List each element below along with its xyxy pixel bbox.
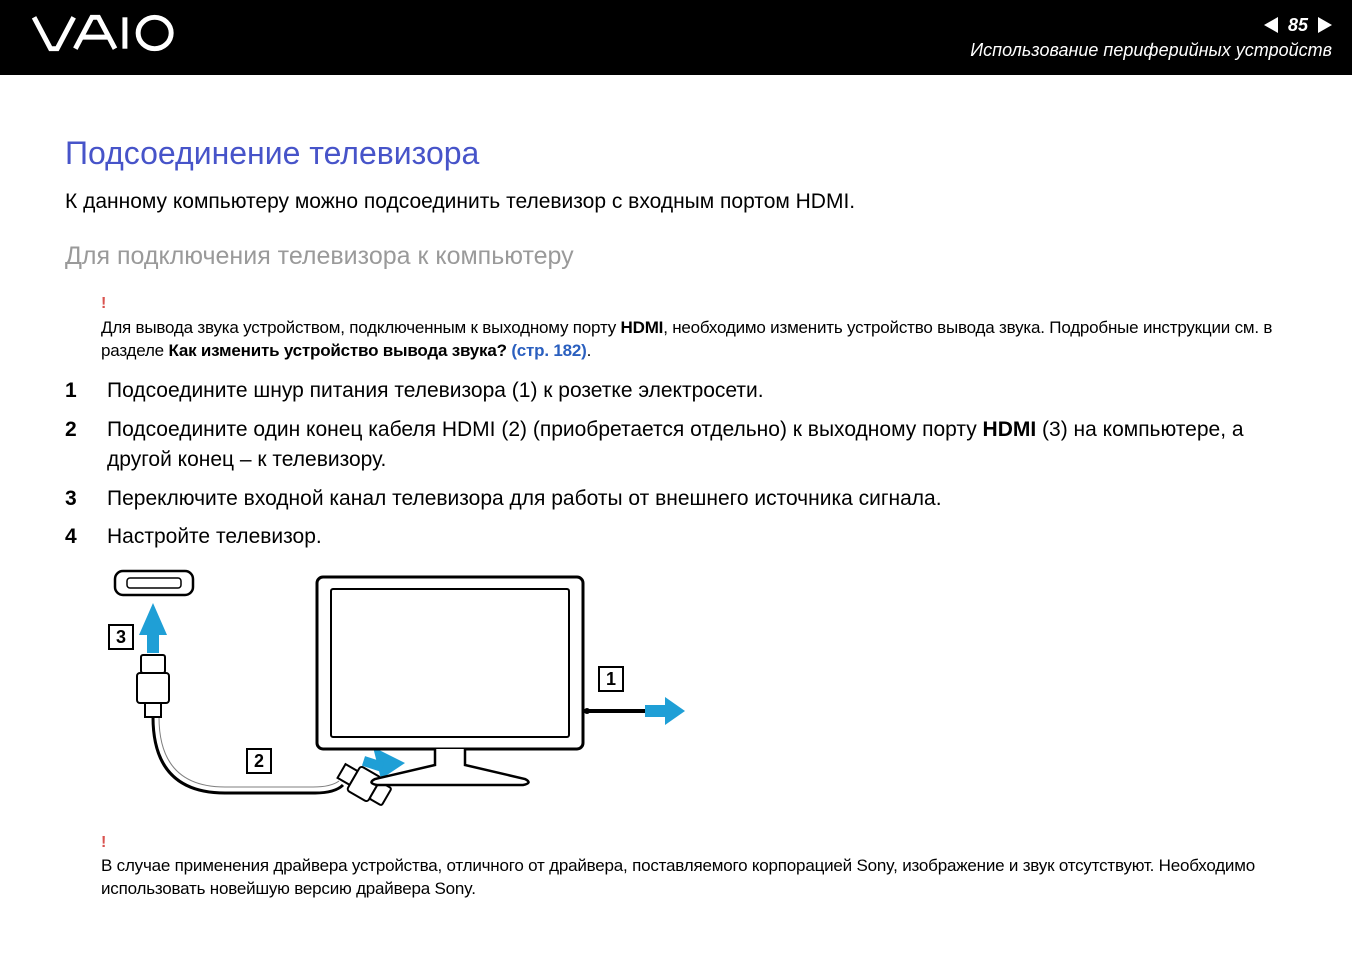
step-1: 1Подсоедините шнур питания телевизора (1…	[65, 376, 1287, 406]
page-content: Подсоединение телевизора К данному компь…	[0, 75, 1352, 901]
step-2: 2Подсоедините один конец кабеля HDMI (2)…	[65, 415, 1287, 476]
prev-page-arrow-icon[interactable]	[1264, 17, 1278, 33]
callout-3-label: 3	[116, 627, 126, 647]
warning-note-2: ! В случае применения драйвера устройств…	[101, 832, 1287, 901]
note1-text: Для вывода звука устройством, подключенн…	[101, 318, 1272, 360]
page-header: 85 Использование периферийных устройств	[0, 0, 1352, 75]
steps-list: 1Подсоедините шнур питания телевизора (1…	[65, 376, 1287, 552]
vaio-logo	[30, 14, 200, 62]
next-page-arrow-icon[interactable]	[1318, 17, 1332, 33]
callout-1-label: 1	[606, 669, 616, 689]
page-title: Подсоединение телевизора	[65, 135, 1287, 172]
step-4: 4Настройте телевизор.	[65, 522, 1287, 552]
step-3: 3Переключите входной канал телевизора дл…	[65, 484, 1287, 514]
subtitle: Для подключения телевизора к компьютеру	[65, 242, 1287, 271]
page-link[interactable]: (стр. 182)	[511, 341, 586, 360]
header-right: 85 Использование периферийных устройств	[970, 15, 1332, 61]
intro-text: К данному компьютеру можно подсоединить …	[65, 190, 1287, 214]
warning-icon: !	[101, 293, 1287, 315]
hdmi-port-icon	[115, 571, 193, 595]
callout-2-label: 2	[254, 751, 264, 771]
arrow-to-outlet-icon	[645, 697, 685, 725]
note2-text: В случае применения драйвера устройства,…	[101, 856, 1255, 898]
page-number: 85	[1288, 15, 1308, 36]
warning-icon-2: !	[101, 832, 1287, 854]
tv-icon	[317, 577, 583, 785]
section-title: Использование периферийных устройств	[970, 40, 1332, 61]
connection-diagram: 3	[105, 563, 1287, 828]
warning-note-1: ! Для вывода звука устройством, подключе…	[101, 293, 1287, 362]
hdmi-plug-icon	[137, 655, 169, 717]
arrow-into-port-icon	[139, 603, 167, 653]
